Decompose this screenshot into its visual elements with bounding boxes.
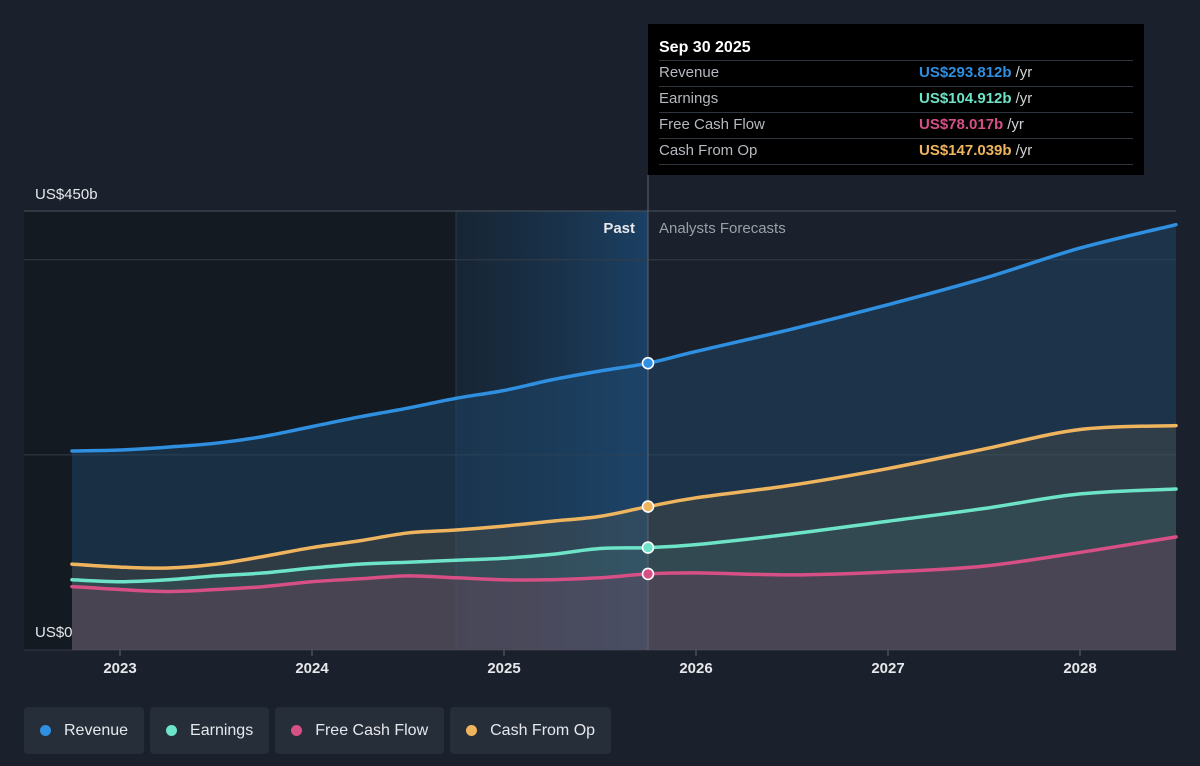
x-tick-label: 2026 [679,660,712,677]
tooltip-row: Cash From Op US$147.039b/yr [659,138,1133,165]
tooltip-unit: /yr [1007,116,1024,133]
forecast-region-label: Analysts Forecasts [659,220,786,237]
tooltip-date: Sep 30 2025 [659,39,751,56]
tooltip-unit: /yr [1015,142,1033,159]
tooltip-value: US$78.017b [919,116,1004,133]
x-tick-label: 2024 [295,660,329,677]
area-earnings [72,489,1176,650]
legend-dot-icon [166,725,178,736]
tooltip-value: US$147.039b [919,142,1012,159]
legend-label: Free Cash Flow [315,721,429,739]
tooltip-panel: Sep 30 2025 Revenue US$293.812b/yr Earning… [648,24,1144,175]
tooltip-value: US$293.812b [919,64,1012,81]
legend-label: Revenue [64,721,129,739]
y-axis-bottom-label: US$0 [35,624,73,641]
tooltip-label: Revenue [659,64,720,81]
legend-dot-icon [40,725,51,736]
legend-item-earnings[interactable]: Earnings [150,707,270,754]
tooltip-label: Free Cash Flow [659,116,765,133]
legend-item-revenue[interactable]: Revenue [24,707,145,754]
legend: Revenue Earnings Free Cash Flow Cash From O… [24,707,612,754]
chart: US$450b US$0 Past Analysts Forecasts 202… [24,175,1178,677]
x-tick-label: 2025 [487,660,520,677]
area-free-cash-flow [72,536,1176,650]
tooltip-label: Cash From Op [659,142,758,159]
legend-item-free-cash-flow[interactable]: Free Cash Flow [275,707,445,754]
marker-revenue [641,356,655,370]
tooltip-row: Earnings US$104.912b/yr [659,86,1133,112]
tooltip-value: US$104.912b [919,90,1012,107]
legend-item-cash-from-op[interactable]: Cash From Op [450,707,612,754]
legend-dot-icon [291,725,303,736]
x-tick-label: 2028 [1063,660,1096,677]
marker-free-cash-flow [641,567,655,581]
line-earnings [70,487,1178,584]
marker-cash-from-op [641,500,655,513]
x-tick-label: 2027 [871,660,904,677]
legend-label: Cash From Op [490,721,596,739]
line-cash-from-op [70,423,1178,570]
marker-earnings [641,541,655,554]
past-region-label: Past [603,220,635,237]
tooltip-row: Revenue US$293.812b/yr [659,60,1133,86]
tooltip-row: Free Cash Flow US$78.017b/yr [659,112,1133,138]
legend-label: Earnings [190,721,254,739]
line-revenue [70,222,1178,453]
legend-dot-icon [466,725,478,736]
area-cash-from-op [72,425,1176,650]
y-axis-top-label: US$450b [35,186,98,203]
x-tick-label: 2023 [103,660,136,677]
line-free-cash-flow [70,535,1178,594]
tooltip-unit: /yr [1015,64,1033,81]
tooltip-label: Earnings [659,90,719,107]
tooltip-unit: /yr [1015,90,1033,107]
